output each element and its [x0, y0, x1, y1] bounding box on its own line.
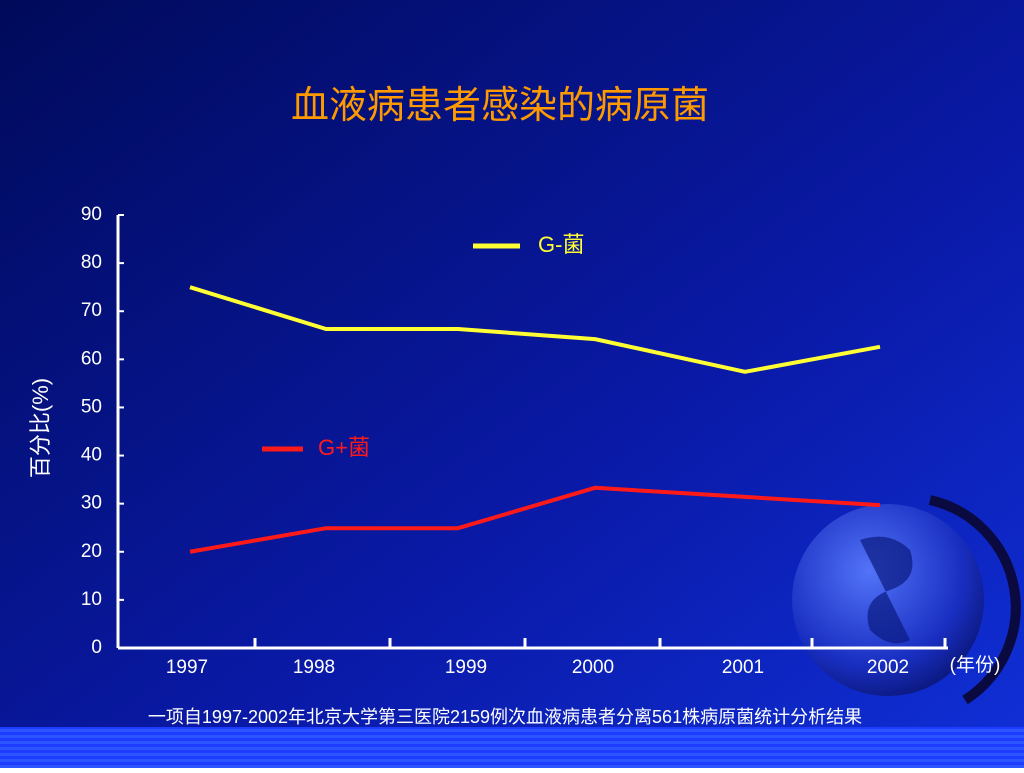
x-tick-label: 2000 [572, 657, 614, 678]
x-tick-label: 2001 [722, 657, 764, 678]
y-tick-label: 90 [81, 204, 102, 225]
y-tick-label: 70 [81, 300, 102, 321]
y-tick-label: 80 [81, 252, 102, 273]
legend-label: G+菌 [318, 435, 370, 460]
legend-label: G-菌 [538, 232, 584, 257]
series-line [189, 485, 881, 554]
y-tick-label: 0 [91, 637, 102, 658]
x-tick-label: 1997 [166, 657, 208, 678]
chart-title: 血液病患者感染的病原菌 [291, 85, 709, 127]
y-tick-label: 20 [81, 541, 102, 562]
series-line [189, 285, 881, 374]
y-axis-label: 百分比(%) [28, 378, 53, 478]
y-tick-label: 60 [81, 348, 102, 369]
y-tick-label: 30 [81, 493, 102, 514]
bottom-band [0, 727, 1024, 768]
y-tick-label: 40 [81, 445, 102, 466]
x-tick-label: 1999 [445, 657, 487, 678]
x-tick-label: 1998 [293, 657, 335, 678]
y-tick-label: 50 [81, 396, 102, 417]
x-axis-label: (年份) [950, 654, 1001, 676]
x-tick-label: 2002 [867, 657, 909, 678]
y-tick-label: 10 [81, 589, 102, 610]
footnote: 一项自1997-2002年北京大学第三医院2159例次血液病患者分离561株病原… [148, 707, 862, 727]
